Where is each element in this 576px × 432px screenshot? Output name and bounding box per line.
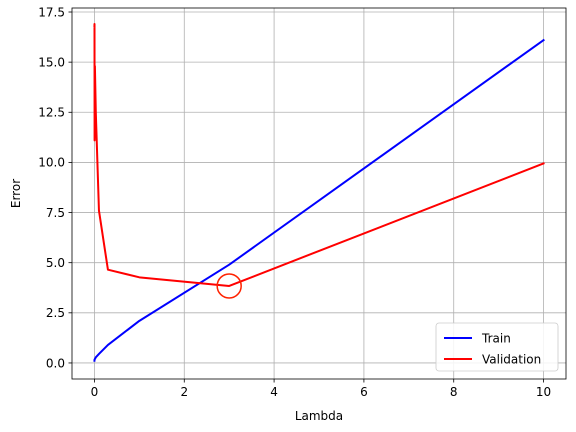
- x-tick-label: 2: [180, 385, 188, 399]
- y-tick-label: 12.5: [38, 106, 65, 120]
- y-tick-label: 7.5: [46, 206, 65, 220]
- series-line-validation: [93, 23, 545, 287]
- y-tick-label: 2.5: [46, 306, 65, 320]
- grid: [72, 8, 566, 379]
- series-line-train: [93, 38, 545, 362]
- y-tick-label: 5.0: [46, 256, 65, 270]
- y-tick-label: 0.0: [46, 356, 65, 370]
- y-tick-label: 15.0: [38, 55, 65, 69]
- plot-frame: [71, 7, 567, 380]
- x-axis-label: Lambda: [295, 409, 343, 423]
- x-tick-label: 10: [536, 385, 551, 399]
- legend: Train Validation: [435, 322, 559, 372]
- x-tick-label: 4: [270, 385, 278, 399]
- annotation-layer: [216, 273, 242, 299]
- minimum-marker-circle: [216, 273, 242, 299]
- series-layer: [93, 23, 545, 362]
- ticks: 0 2 4 6 8 10 0.0 2.5 5.0 7.5 10.0 12.5 15.0 17.5: [38, 5, 551, 399]
- y-axis-label: Error: [9, 179, 23, 208]
- legend-label-validation: Validation: [482, 352, 541, 366]
- x-tick-label: 6: [360, 385, 368, 399]
- x-tick-label: 8: [450, 385, 458, 399]
- y-tick-label: 10.0: [38, 156, 65, 170]
- y-tick-label: 17.5: [38, 5, 65, 19]
- legend-label-train: Train: [481, 331, 511, 345]
- x-tick-label: 0: [91, 385, 99, 399]
